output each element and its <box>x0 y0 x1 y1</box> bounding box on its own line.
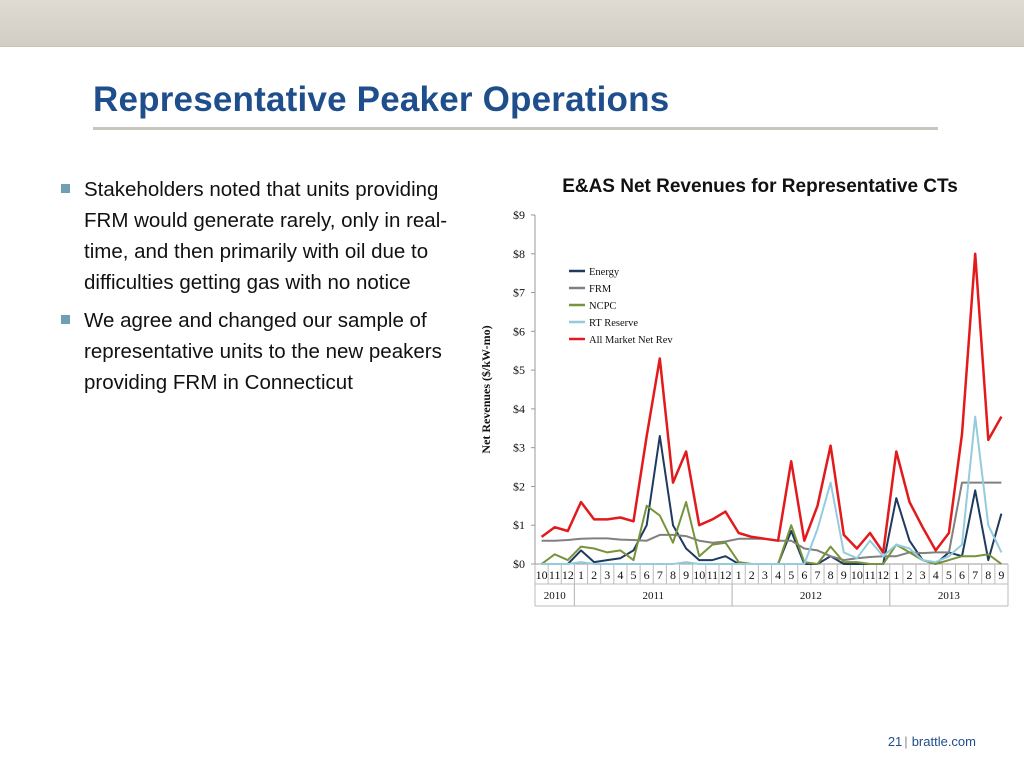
y-tick-label: $9 <box>513 208 525 222</box>
square-bullet-icon <box>61 184 70 193</box>
x-tick-label: 6 <box>801 568 807 582</box>
legend-label: RT Reserve <box>589 318 638 329</box>
x-tick-label: 10 <box>851 568 863 582</box>
year-label: 2013 <box>938 590 961 602</box>
bullet-text: We agree and changed our sample of repre… <box>84 309 442 394</box>
x-tick-label: 8 <box>985 568 991 582</box>
x-tick-label: 2 <box>749 568 755 582</box>
bullet-list: Stakeholders noted that units providing … <box>60 174 460 405</box>
x-tick-label: 6 <box>644 568 650 582</box>
x-tick-label: 9 <box>998 568 1004 582</box>
footer-separator: | <box>904 734 908 749</box>
x-tick-label: 4 <box>775 568 781 582</box>
x-tick-label: 3 <box>920 568 926 582</box>
slide-title: Representative Peaker Operations <box>93 80 670 119</box>
chart-title: E&AS Net Revenues for Representative CTs <box>562 176 958 197</box>
y-tick-label: $1 <box>513 518 525 532</box>
x-tick-label: 5 <box>788 568 794 582</box>
x-tick-label: 7 <box>657 568 663 582</box>
series-line-frm <box>541 481 1002 562</box>
year-label: 2010 <box>544 590 567 602</box>
x-tick-label: 4 <box>617 568 623 582</box>
x-tick-label: 7 <box>972 568 978 582</box>
x-tick-label: 8 <box>670 568 676 582</box>
x-tick-label: 11 <box>707 568 719 582</box>
x-tick-label: 10 <box>693 568 705 582</box>
footer: 21 | brattle.com <box>888 734 976 749</box>
bullet-item: Stakeholders noted that units providing … <box>60 174 460 298</box>
x-tick-label: 10 <box>536 568 548 582</box>
y-tick-label: $6 <box>513 324 525 338</box>
series-line-ncpc <box>541 501 1002 565</box>
x-tick-label: 12 <box>720 568 732 582</box>
x-tick-label: 2 <box>591 568 597 582</box>
x-tick-label: 12 <box>877 568 889 582</box>
bullet-item: We agree and changed our sample of repre… <box>60 305 460 398</box>
series-line-all-market-net-rev <box>540 252 1003 554</box>
x-tick-label: 2 <box>906 568 912 582</box>
footer-site: brattle.com <box>911 734 976 749</box>
x-tick-label: 3 <box>604 568 610 582</box>
y-tick-label: $4 <box>513 402 525 416</box>
line-chart: Net Revenues ($/kW-mo) $0 $1 $2 $3 $4 $5 $6 $7 $8… <box>479 208 1009 607</box>
x-tick-label: 6 <box>959 568 965 582</box>
year-label: 2012 <box>800 590 822 602</box>
legend-label: FRM <box>589 284 612 295</box>
series-line-rt-reserve <box>541 415 1003 565</box>
y-tick-label: $2 <box>513 479 525 493</box>
y-tick-label: $8 <box>513 247 525 261</box>
y-tick-label: $7 <box>513 286 525 300</box>
x-tick-label: 9 <box>683 568 689 582</box>
x-tick-label: 4 <box>933 568 939 582</box>
header-band <box>0 0 1024 47</box>
x-tick-label: 12 <box>562 568 574 582</box>
x-tick-label: 1 <box>736 568 742 582</box>
x-tick-label: 3 <box>762 568 768 582</box>
x-tick-label: 7 <box>814 568 820 582</box>
bullet-text: Stakeholders noted that units providing … <box>84 178 448 294</box>
legend-label: Energy <box>589 267 620 278</box>
x-tick-label: 1 <box>893 568 899 582</box>
y-tick-label: $3 <box>513 441 525 455</box>
y-tick-label: $5 <box>513 363 525 377</box>
y-tick-label: $0 <box>513 557 525 571</box>
x-tick-label: 9 <box>841 568 847 582</box>
x-tick-label: 5 <box>946 568 952 582</box>
page-number: 21 <box>887 734 903 749</box>
x-tick-label: 1 <box>578 568 584 582</box>
x-tick-label: 8 <box>828 568 834 582</box>
x-tick-label: 11 <box>549 568 561 582</box>
y-axis-label: Net Revenues ($/kW-mo) <box>479 325 493 453</box>
x-tick-label: 11 <box>864 568 876 582</box>
square-bullet-icon <box>61 315 70 324</box>
legend-label: All Market Net Rev <box>589 335 673 346</box>
legend-label: NCPC <box>589 301 616 312</box>
title-divider <box>93 127 938 130</box>
year-label: 2011 <box>642 590 664 602</box>
x-tick-label: 5 <box>631 568 637 582</box>
